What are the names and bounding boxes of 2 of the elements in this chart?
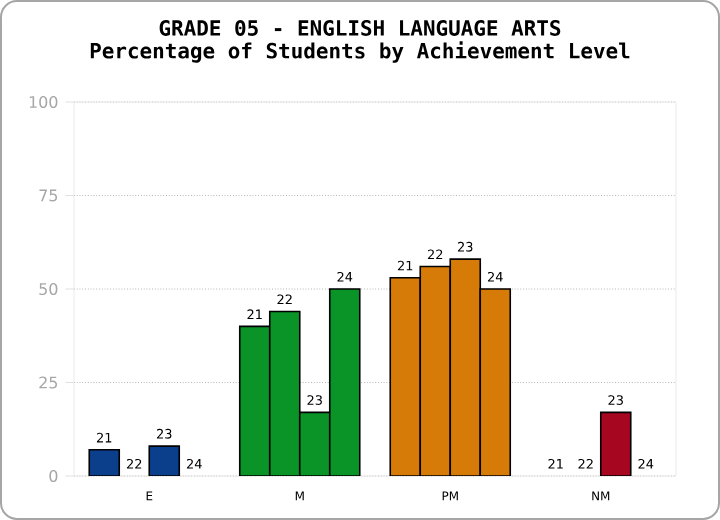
- chart-subtitle: Percentage of Students by Achievement Level: [90, 41, 630, 63]
- chart-title: GRADE 05 - ENGLISH LANGUAGE ARTS: [159, 20, 561, 36]
